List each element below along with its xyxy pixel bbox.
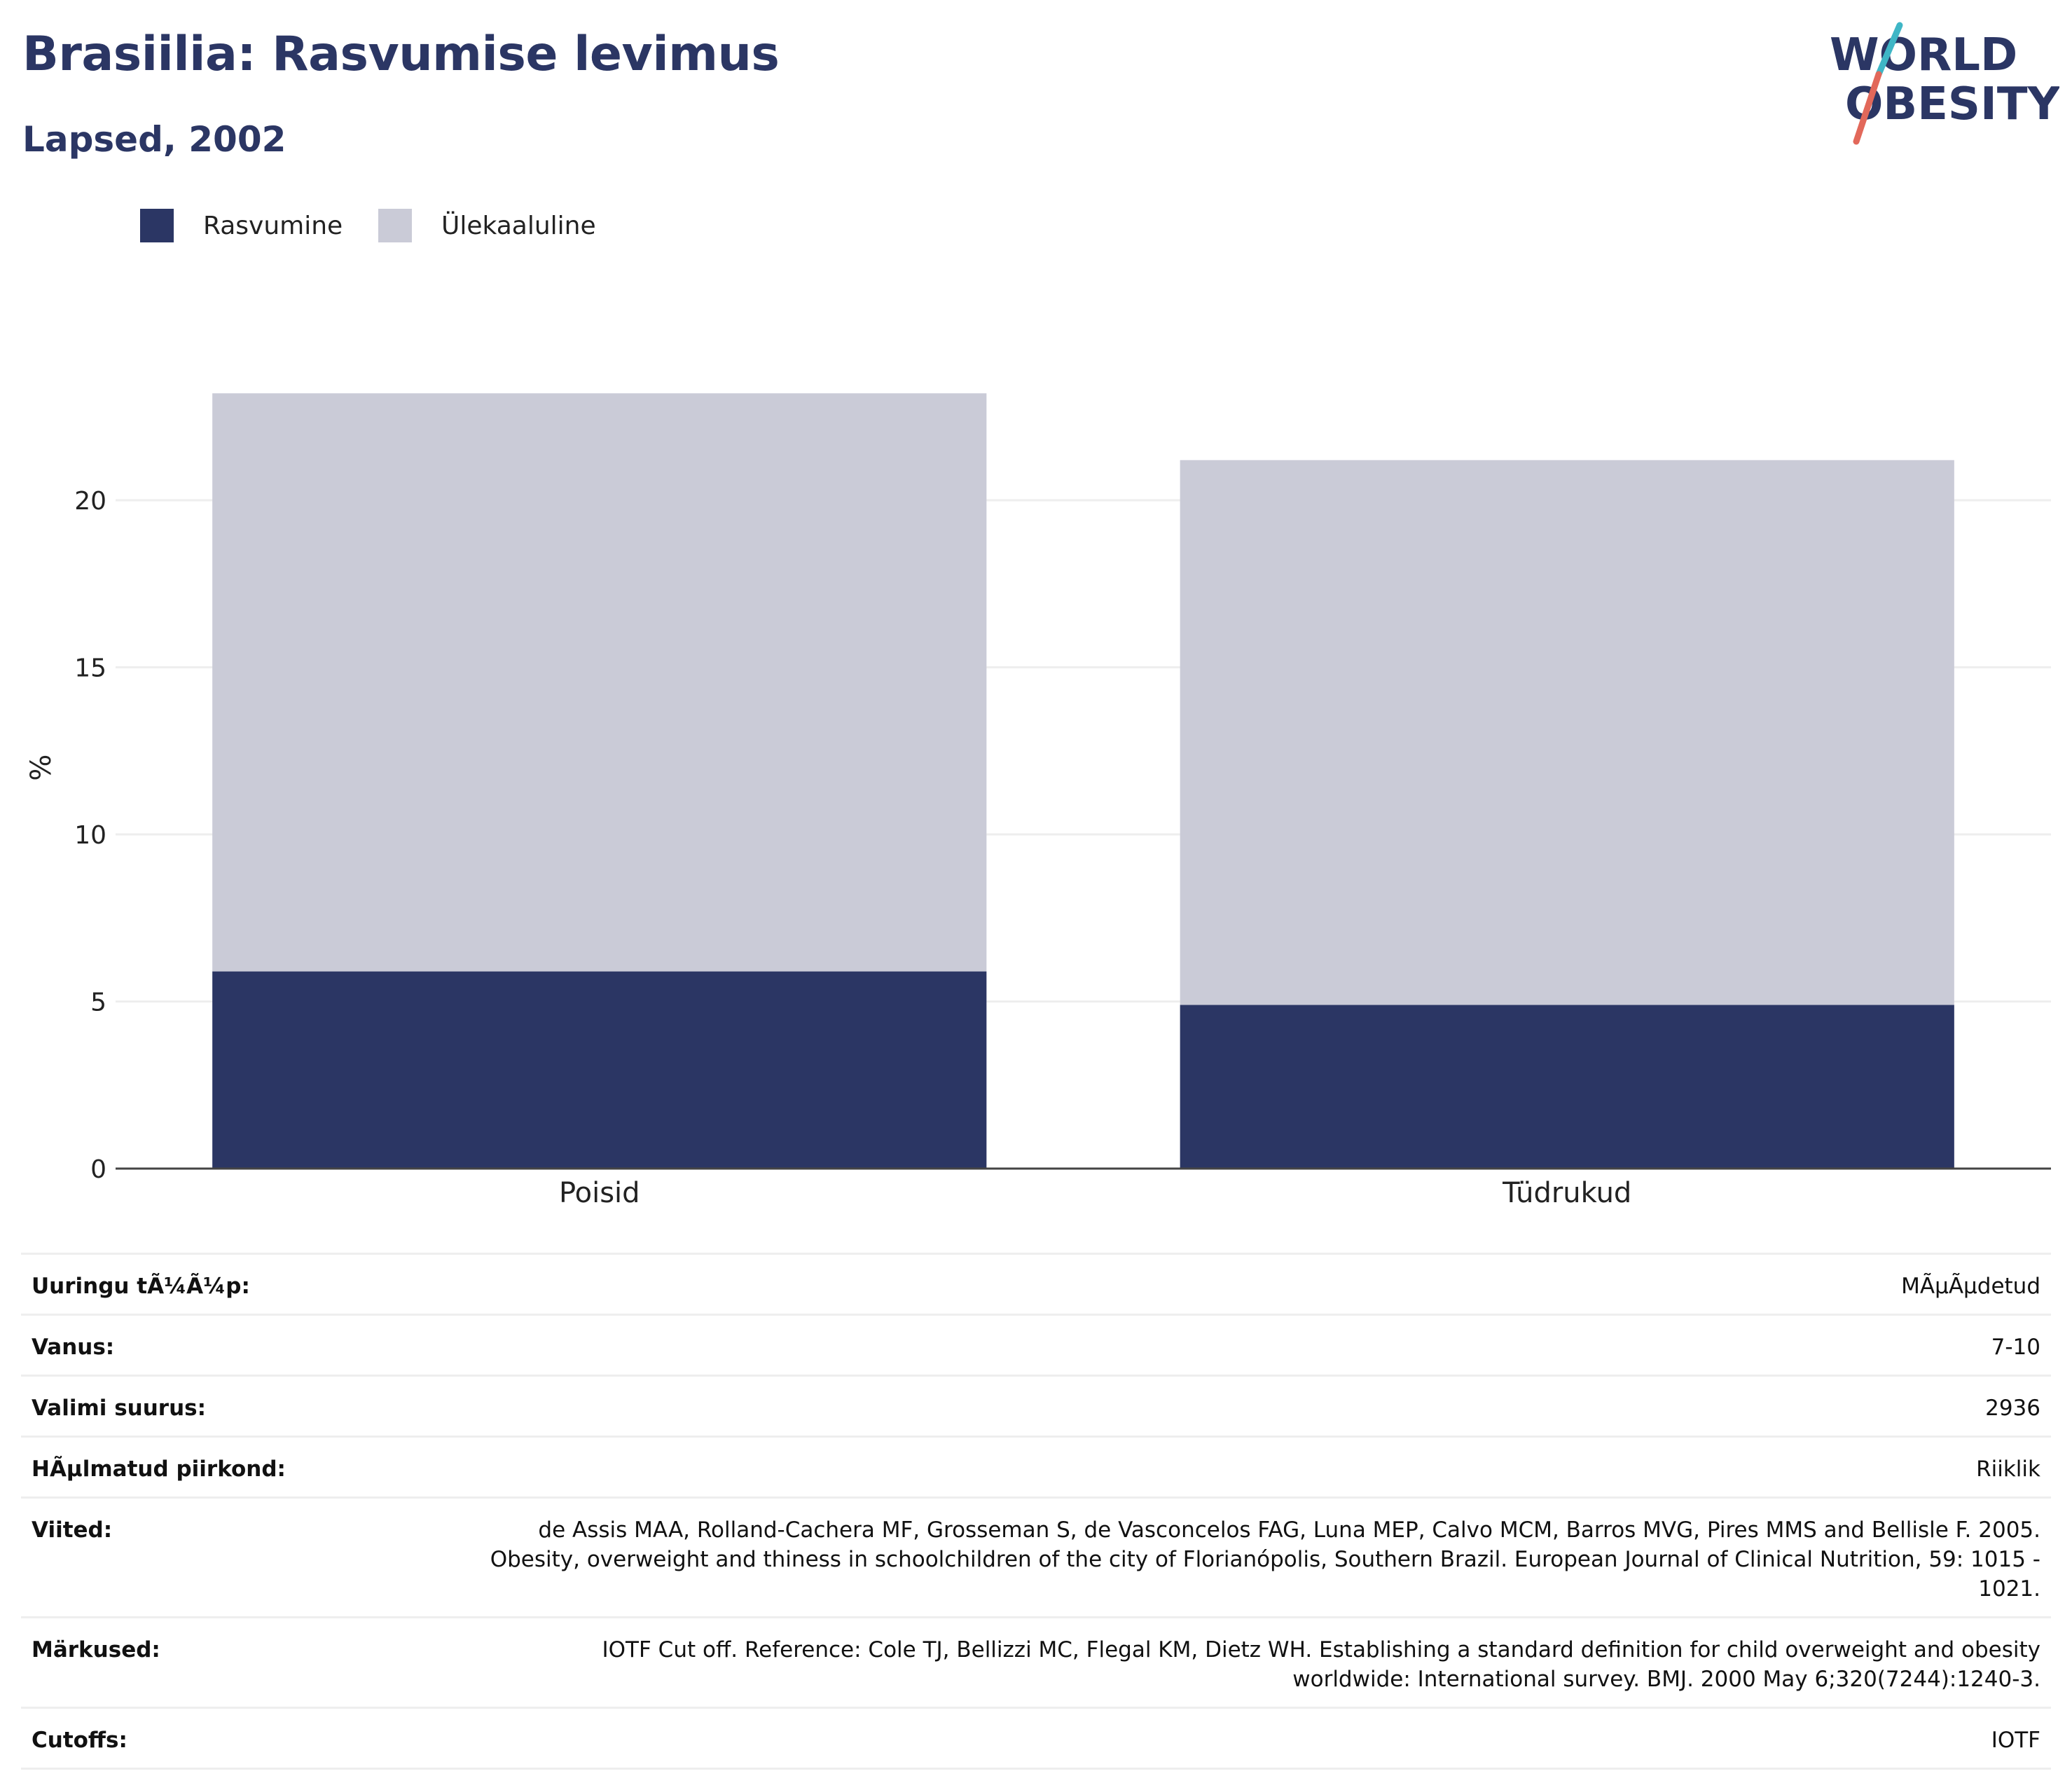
info-value: Riiklik: [476, 1436, 2051, 1498]
chart-subtitle: Lapsed, 2002: [22, 119, 286, 160]
logo-text-obesity: OBESITY: [1845, 78, 2059, 130]
info-label: Valimi suurus:: [21, 1375, 476, 1437]
logo-slash-teal: [1875, 22, 1903, 78]
y-axis-label: %: [25, 755, 57, 781]
chart-title: Brasiilia: Rasvumise levimus: [22, 27, 780, 82]
info-row: Viited: de Assis MAA, Rolland-Cachera MF,…: [21, 1496, 2051, 1618]
bar-rasvumine-tudrukud: [1180, 1005, 1954, 1169]
info-value: 2936: [476, 1375, 2051, 1437]
x-tick-label-poisid: Poisid: [559, 1177, 640, 1209]
info-table: Uuringu tÃ¼Ã¼p: MÃµÃµdetud Vanus: 7-10 Valim…: [21, 1253, 2051, 1770]
bar-chart: 0 5 10 15 20% Poisid Tüdrukud: [25, 393, 2051, 1209]
info-label: Cutoffs:: [21, 1707, 476, 1770]
info-row: Uuringu tÃ¼Ã¼p: MÃµÃµdetud: [21, 1253, 2051, 1315]
y-tick-label-15: 15: [74, 654, 106, 683]
y-tick-label-10: 10: [74, 821, 106, 850]
info-label: Märkused:: [21, 1616, 476, 1708]
legend-label-rasvumine: Rasvumine: [203, 212, 343, 240]
legend-label-ulekaaluline: Ülekaaluline: [441, 212, 596, 240]
legend-swatch-rasvumine: [140, 209, 174, 242]
info-row: Cutoffs: IOTF: [21, 1707, 2051, 1770]
y-tick-label-5: 5: [90, 989, 106, 1017]
y-tick-label-20: 20: [74, 487, 106, 516]
info-row: HÃµlmatud piirkond: Riiklik: [21, 1436, 2051, 1498]
info-label: Vanus:: [21, 1314, 476, 1376]
info-value: MÃµÃµdetud: [476, 1253, 2051, 1315]
logo-text-world: WORLD: [1830, 29, 2017, 81]
x-tick-label-tudrukud: Tüdrukud: [1502, 1177, 1631, 1209]
legend-swatch-ulekaaluline: [378, 209, 412, 242]
info-label: Uuringu tÃ¼Ã¼p:: [21, 1253, 476, 1315]
info-label: HÃµlmatud piirkond:: [21, 1436, 476, 1498]
info-label: Viited:: [21, 1496, 476, 1618]
y-tick-label-0: 0: [90, 1155, 106, 1184]
bar-rasvumine-poisid: [212, 971, 987, 1169]
info-row: Märkused: IOTF Cut off. Reference: Cole T…: [21, 1616, 2051, 1708]
info-value: IOTF: [476, 1707, 2051, 1770]
info-value: IOTF Cut off. Reference: Cole TJ, Belliz…: [476, 1616, 2051, 1708]
info-row: Valimi suurus: 2936: [21, 1375, 2051, 1437]
bar-ulekaaluline-tudrukud: [1180, 460, 1954, 1005]
world-obesity-logo: WORLD OBESITY: [1830, 22, 2059, 145]
bar-ulekaaluline-poisid: [212, 393, 987, 972]
info-value: 7-10: [476, 1314, 2051, 1376]
logo-slash-coral: [1853, 71, 1882, 145]
info-row: Vanus: 7-10: [21, 1314, 2051, 1376]
info-value: de Assis MAA, Rolland-Cachera MF, Grosse…: [476, 1496, 2051, 1618]
